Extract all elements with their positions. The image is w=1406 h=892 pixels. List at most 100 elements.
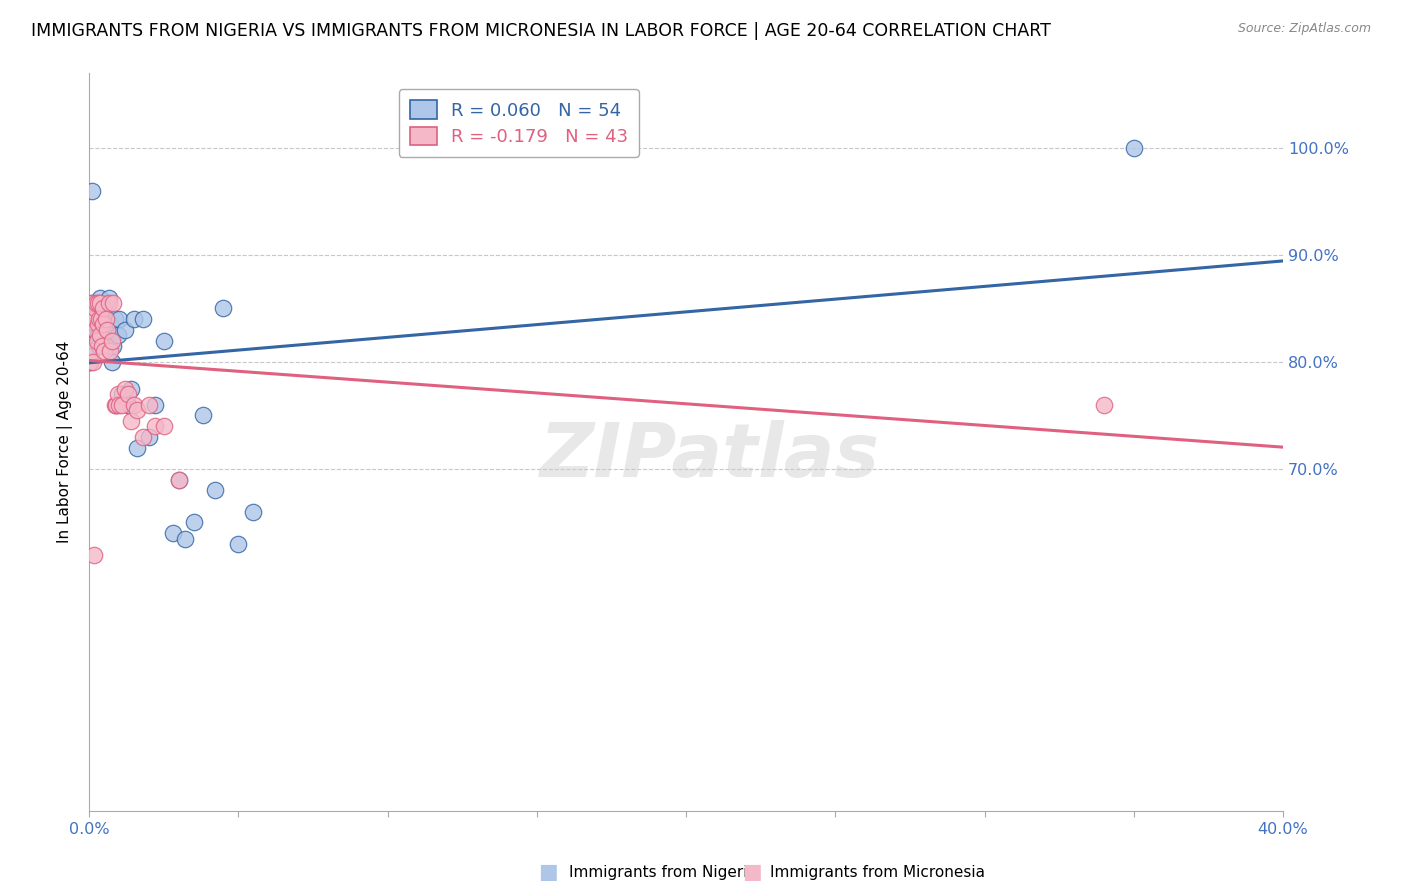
Point [98,318,121,332]
Point [143,398,166,412]
Point [83,312,105,326]
Point [79,355,101,369]
Point [162,526,184,541]
Point [100,355,122,369]
Point [93,318,115,332]
Text: ■: ■ [742,863,762,882]
Point [101,296,124,310]
Point [79,312,101,326]
Point [82,334,104,348]
Point [173,532,195,546]
Point [83,318,105,332]
Point [91,301,114,316]
Point [152,334,174,348]
Point [94,296,117,310]
Point [111,387,134,401]
Point [84,307,107,321]
Point [84,323,107,337]
Point [212,301,235,316]
Point [242,505,264,519]
Point [138,430,160,444]
Point [87,296,110,310]
Point [84,296,107,310]
Point [82,184,104,198]
Point [152,419,174,434]
Point [83,323,105,337]
Point [93,318,115,332]
Text: ZIPatlas: ZIPatlas [540,420,880,493]
Point [114,382,136,396]
Point [114,323,136,337]
Point [143,419,166,434]
Point [103,398,125,412]
Point [105,398,128,412]
Point [97,328,120,343]
Point [97,291,120,305]
Point [101,339,124,353]
Point [90,339,112,353]
Point [94,312,117,326]
Point [1122,141,1144,155]
Point [107,387,129,401]
Point [86,328,108,343]
Point [204,483,226,498]
Point [87,334,110,348]
Point [89,296,111,310]
Point [79,344,101,359]
Point [167,473,190,487]
Point [167,473,190,487]
Point [87,312,110,326]
Point [120,382,142,396]
Point [89,328,111,343]
Point [122,398,145,412]
Point [98,339,121,353]
Point [79,355,101,369]
Point [103,312,125,326]
Point [107,328,129,343]
Text: ■: ■ [538,863,558,882]
Text: Immigrants from Micronesia: Immigrants from Micronesia [770,865,986,880]
Point [82,355,104,369]
Point [111,398,134,412]
Point [93,323,115,337]
Point [93,334,115,348]
Point [108,398,131,412]
Point [120,414,142,428]
Point [100,334,122,348]
Point [117,387,139,401]
Text: Immigrants from Nigeria: Immigrants from Nigeria [569,865,758,880]
Point [80,344,103,359]
Text: Source: ZipAtlas.com: Source: ZipAtlas.com [1237,22,1371,36]
Point [1092,398,1115,412]
Point [191,409,214,423]
Point [90,307,112,321]
Text: IMMIGRANTS FROM NIGERIA VS IMMIGRANTS FROM MICRONESIA IN LABOR FORCE | AGE 20-64: IMMIGRANTS FROM NIGERIA VS IMMIGRANTS FR… [31,22,1050,40]
Point [82,296,104,310]
Point [132,312,155,326]
Point [105,398,128,412]
Point [89,291,111,305]
Point [90,318,112,332]
Point [122,312,145,326]
Point [86,318,108,332]
Point [86,312,108,326]
Point [90,312,112,326]
Y-axis label: In Labor Force | Age 20-64: In Labor Force | Age 20-64 [58,341,73,543]
Point [117,398,139,412]
Point [86,334,108,348]
Point [87,339,110,353]
Point [132,430,155,444]
Point [125,441,148,455]
Point [83,548,105,562]
Point [183,516,205,530]
Point [83,301,105,316]
Point [108,312,131,326]
Point [91,301,114,316]
Point [89,296,111,310]
Point [96,312,118,326]
Point [84,296,107,310]
Point [138,398,160,412]
Point [98,344,121,359]
Point [93,344,115,359]
Point [82,296,104,310]
